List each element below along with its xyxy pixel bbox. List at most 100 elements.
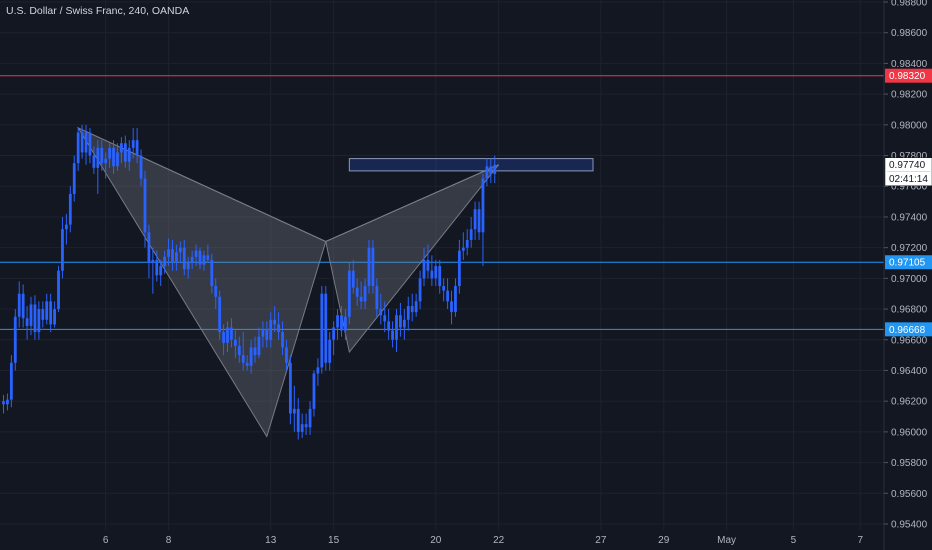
candle-body — [351, 270, 355, 288]
candle-body — [422, 259, 426, 279]
candle-body — [155, 259, 159, 276]
candle-body — [143, 178, 147, 233]
candle-body — [159, 266, 163, 276]
candle-body — [355, 287, 359, 297]
y-tick-label: 0.95800 — [891, 458, 928, 469]
y-tick-label: 0.96200 — [891, 397, 928, 408]
candle-body — [375, 286, 379, 310]
candle-body — [438, 266, 442, 287]
y-tick-label: 0.96600 — [891, 335, 928, 346]
candle-body — [367, 247, 371, 287]
candle-body — [296, 408, 300, 432]
candlestick-series — [2, 124, 497, 440]
candle-body — [33, 304, 37, 333]
candle-body — [245, 362, 249, 366]
x-tick-label: May — [717, 535, 736, 546]
candle-body — [80, 132, 84, 153]
horizontal-levels — [0, 75, 884, 330]
candle-body — [387, 321, 391, 331]
y-tick-label: 0.97200 — [891, 243, 928, 254]
candle-body — [76, 132, 80, 164]
candle-body — [13, 316, 17, 363]
candle-body — [265, 329, 269, 340]
price-level-tag — [885, 68, 932, 83]
candle-body — [308, 408, 312, 428]
time-axis[interactable]: 6 8 13 15 20 22 27 29 May 5 7 — [103, 535, 864, 546]
y-tick-label: 0.95600 — [891, 489, 928, 500]
candle-body — [371, 247, 375, 287]
candle-body — [182, 247, 186, 270]
candle-body — [261, 329, 265, 337]
candle-body — [108, 147, 112, 159]
candle-body — [391, 330, 394, 340]
price-axis[interactable]: 0.98800 0.98600 0.98400 0.98200 0.98000 0.978… — [884, 0, 928, 531]
candle-body — [469, 229, 473, 240]
candle-body — [288, 362, 292, 414]
candle-body — [127, 147, 131, 162]
candle-body — [88, 132, 92, 156]
candle-body — [167, 249, 170, 257]
candle-body — [442, 286, 446, 291]
candle-body — [450, 301, 453, 313]
candle-body — [100, 147, 104, 164]
candle-body — [379, 309, 383, 316]
candle-body — [489, 166, 493, 174]
candle-body — [320, 293, 324, 368]
candle-body — [253, 347, 257, 356]
candle-body — [190, 256, 194, 263]
candle-body — [285, 347, 288, 363]
candle-body — [131, 140, 135, 148]
candle-body — [210, 259, 214, 287]
price-level-tag-label: 0.96668 — [889, 325, 926, 336]
candle-body — [414, 301, 418, 313]
candle-body — [202, 255, 206, 265]
candle-body — [304, 424, 308, 428]
y-tick-label: 0.97000 — [891, 274, 928, 285]
candle-body — [96, 147, 100, 168]
candle-body — [324, 293, 328, 363]
candle-body — [281, 332, 284, 348]
y-tick-label: 0.96400 — [891, 366, 928, 377]
candle-body — [57, 270, 60, 310]
candle-body — [135, 140, 139, 156]
candle-body — [151, 259, 155, 263]
candle-body — [292, 408, 296, 414]
candle-body — [273, 319, 277, 325]
candle-body — [175, 252, 178, 263]
candle-body — [222, 332, 225, 343]
candle-body — [147, 232, 151, 263]
pattern-leg-xb — [77, 127, 326, 242]
candle-body — [233, 339, 237, 346]
x-tick-label: 8 — [166, 535, 172, 546]
y-tick-label: 0.96000 — [891, 427, 928, 438]
x-tick-label: 5 — [791, 535, 797, 546]
candle-body — [92, 155, 96, 168]
candle-body — [344, 316, 347, 331]
candle-body — [64, 224, 68, 230]
pattern-leg-bd — [325, 164, 499, 242]
candle-body — [237, 345, 241, 356]
candle-body — [418, 278, 422, 302]
price-level-tag — [885, 322, 932, 337]
candle-body — [312, 373, 316, 409]
candle-body — [226, 327, 229, 343]
candle-body — [493, 164, 497, 174]
candle-body — [68, 193, 72, 225]
y-tick-label: 0.98000 — [891, 120, 928, 131]
candle-body — [241, 355, 245, 363]
resistance-box — [348, 158, 594, 172]
candle-body — [481, 178, 485, 233]
price-level-tag-label: 0.98320 — [889, 71, 926, 82]
candle-body — [461, 247, 465, 251]
candle-body — [6, 399, 9, 405]
candle-body — [84, 132, 88, 153]
candle-body — [139, 155, 143, 179]
candle-body — [269, 319, 273, 340]
y-tick-label: 0.98200 — [891, 90, 928, 101]
x-tick-label: 29 — [658, 535, 670, 546]
candle-body — [214, 286, 218, 297]
candle-body — [25, 318, 29, 326]
countdown-label: 02:41:14 — [889, 174, 928, 185]
